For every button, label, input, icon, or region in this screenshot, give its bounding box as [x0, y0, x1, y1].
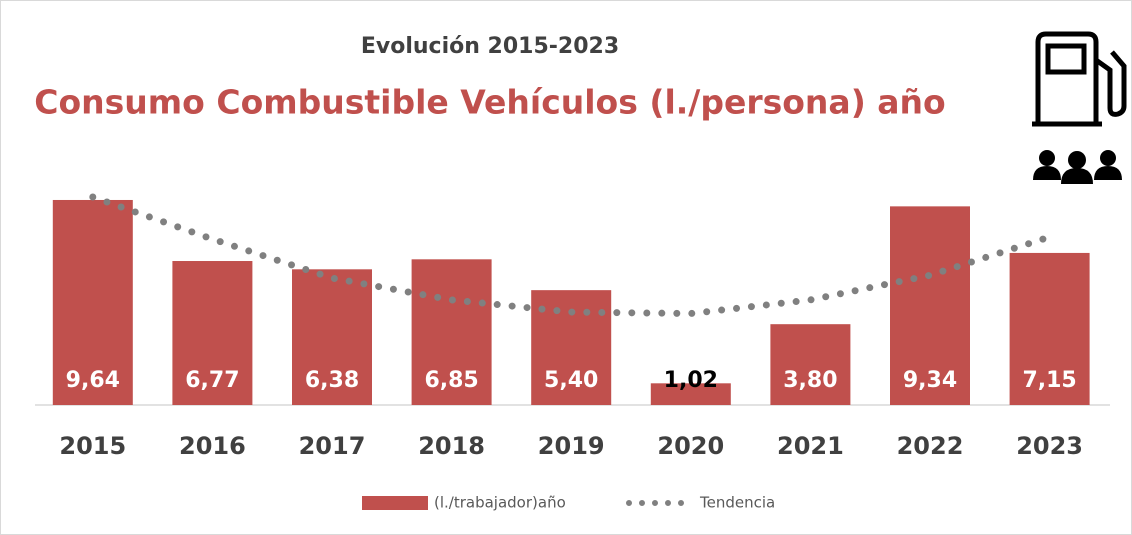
trend-line	[89, 193, 1054, 318]
bar	[411, 259, 492, 405]
x-tick-label: 2020	[657, 432, 724, 460]
data-label: 6,85	[424, 368, 478, 393]
x-tick-label: 2015	[59, 432, 126, 460]
bar	[1009, 252, 1090, 405]
bar	[52, 199, 133, 405]
legend-label: Tendencia	[699, 494, 775, 512]
x-tick-label: 2017	[299, 432, 366, 460]
x-tick-label: 2021	[777, 432, 844, 460]
chart-title: Consumo Combustible Vehículos (l./person…	[34, 83, 945, 122]
chart-subtitle: Evolución 2015-2023	[361, 34, 619, 59]
bar	[292, 269, 372, 405]
data-label: 3,80	[783, 368, 837, 393]
bar	[890, 206, 970, 405]
data-label: 6,38	[305, 368, 359, 393]
x-tick-label: 2019	[538, 432, 605, 460]
data-label: 9,34	[903, 368, 957, 393]
bar	[172, 261, 253, 405]
x-tick-label: 2022	[897, 432, 964, 460]
x-tick-label: 2018	[418, 432, 485, 460]
x-tick-label: 2016	[179, 432, 246, 460]
people-icon	[1033, 150, 1122, 184]
bar	[770, 324, 851, 405]
legend-swatch	[362, 496, 428, 510]
fuel-icon	[1032, 31, 1127, 127]
data-label: 7,15	[1022, 368, 1076, 393]
bar	[650, 383, 731, 405]
data-label: 5,40	[544, 368, 598, 393]
x-tick-label: 2023	[1016, 432, 1083, 460]
data-label: 1,02	[664, 368, 718, 393]
data-label: 6,77	[185, 368, 239, 393]
data-label: 9,64	[66, 368, 120, 393]
legend-label: (l./trabajador)año	[434, 494, 566, 512]
